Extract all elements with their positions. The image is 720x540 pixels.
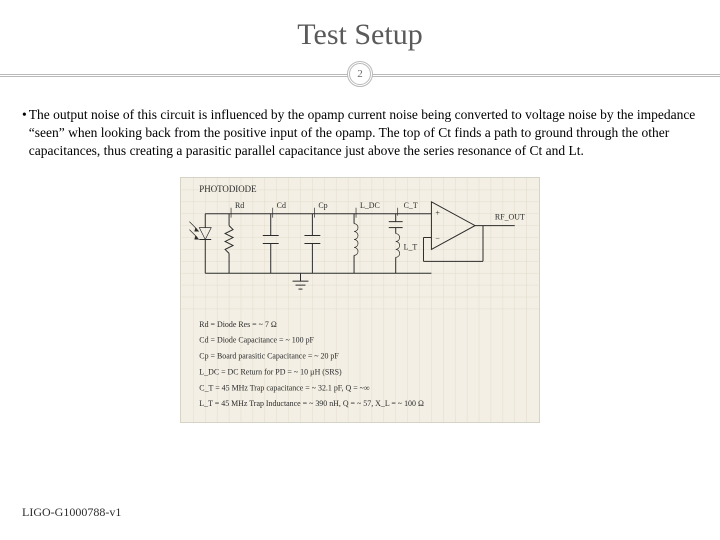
svg-text:Cd = Diode Capacitance = ~ 100: Cd = Diode Capacitance = ~ 100 pF	[199, 336, 314, 345]
svg-text:RF_OUT: RF_OUT	[495, 213, 525, 222]
svg-text:+: +	[435, 209, 440, 218]
svg-text:Cp: Cp	[318, 201, 327, 210]
page-number-badge: 2	[347, 61, 373, 87]
slide-title: Test Setup	[0, 0, 720, 52]
footer-doc-id: LIGO-G1000788-v1	[22, 505, 121, 520]
svg-text:Rd: Rd	[235, 201, 244, 210]
svg-text:L_DC: L_DC	[360, 201, 380, 210]
svg-text:L_T = 45 MHz Trap Inductance =: L_T = 45 MHz Trap Inductance = ~ 390 nH,…	[199, 400, 424, 409]
svg-text:Cd: Cd	[277, 201, 286, 210]
svg-text:L_DC = DC Return for PD = ~ 10: L_DC = DC Return for PD = ~ 10 µH (SRS)	[199, 368, 342, 377]
svg-text:−: −	[435, 235, 440, 244]
title-divider: 2	[0, 60, 720, 88]
body-text: • The output noise of this circuit is in…	[0, 88, 720, 159]
svg-text:L_T: L_T	[404, 243, 418, 252]
bullet-glyph: •	[22, 106, 27, 159]
diagram-title: PHOTODIODE	[199, 184, 256, 194]
svg-text:Cp = Board parasitic Capacitan: Cp = Board parasitic Capacitance = ~ 20 …	[199, 352, 339, 361]
body-paragraph: The output noise of this circuit is infl…	[29, 106, 698, 159]
svg-text:Rd = Diode Res = ~ 7 Ω: Rd = Diode Res = ~ 7 Ω	[199, 320, 277, 329]
svg-text:C_T: C_T	[404, 201, 418, 210]
circuit-diagram: PHOTODIODE Rd	[180, 177, 540, 423]
slide: Test Setup 2 • The output noise of this …	[0, 0, 720, 540]
svg-text:C_T = 45 MHz Trap capacitance: C_T = 45 MHz Trap capacitance = ~ 32.1 p…	[199, 384, 370, 393]
